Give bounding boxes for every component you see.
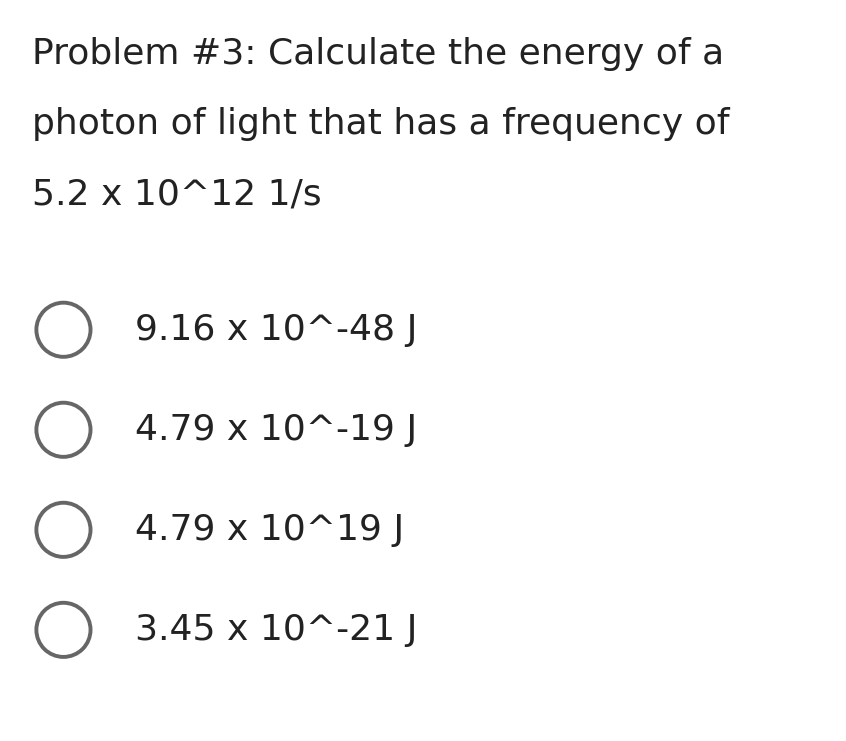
- Text: 4.79 x 10^-19 J: 4.79 x 10^-19 J: [135, 413, 417, 447]
- Text: photon of light that has a frequency of: photon of light that has a frequency of: [32, 107, 729, 142]
- Text: 3.45 x 10^-21 J: 3.45 x 10^-21 J: [135, 613, 418, 647]
- Text: 9.16 x 10^-48 J: 9.16 x 10^-48 J: [135, 313, 418, 347]
- Text: Problem #3: Calculate the energy of a: Problem #3: Calculate the energy of a: [32, 37, 724, 71]
- Text: 5.2 x 10^12 1/s: 5.2 x 10^12 1/s: [32, 178, 321, 212]
- Text: 4.79 x 10^19 J: 4.79 x 10^19 J: [135, 513, 404, 547]
